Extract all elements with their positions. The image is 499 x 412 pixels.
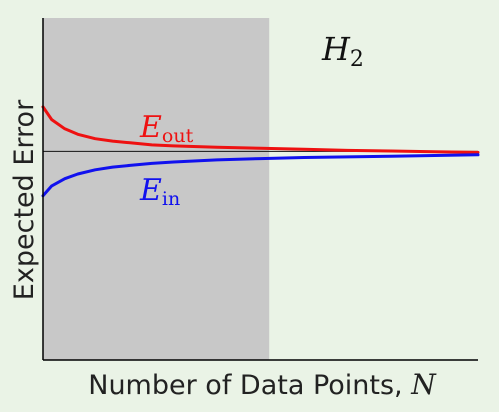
series-label-eout: Eout [139, 110, 194, 147]
series-label-eout-sub: out [162, 125, 194, 147]
series-label-eout-main: E [139, 110, 162, 145]
series-layer [41, 105, 480, 198]
chart-title-sub: 2 [350, 47, 364, 72]
series-label-ein-main: E [139, 173, 162, 208]
x-axis-label-text: Number of Data Points, [88, 370, 411, 401]
chart-title: H2 [321, 30, 364, 72]
x-axis-label-var: N [410, 368, 437, 401]
series-line-e-out [41, 105, 480, 154]
shaded-region [43, 18, 270, 360]
y-axis-label: Expected Error [9, 99, 40, 300]
series-label-ein: Ein [139, 173, 180, 210]
chart-title-main: H [321, 30, 351, 68]
series-label-ein-sub: in [162, 188, 180, 210]
series-line-e-in [41, 153, 480, 198]
x-axis-label: Number of Data Points, N [88, 368, 437, 401]
